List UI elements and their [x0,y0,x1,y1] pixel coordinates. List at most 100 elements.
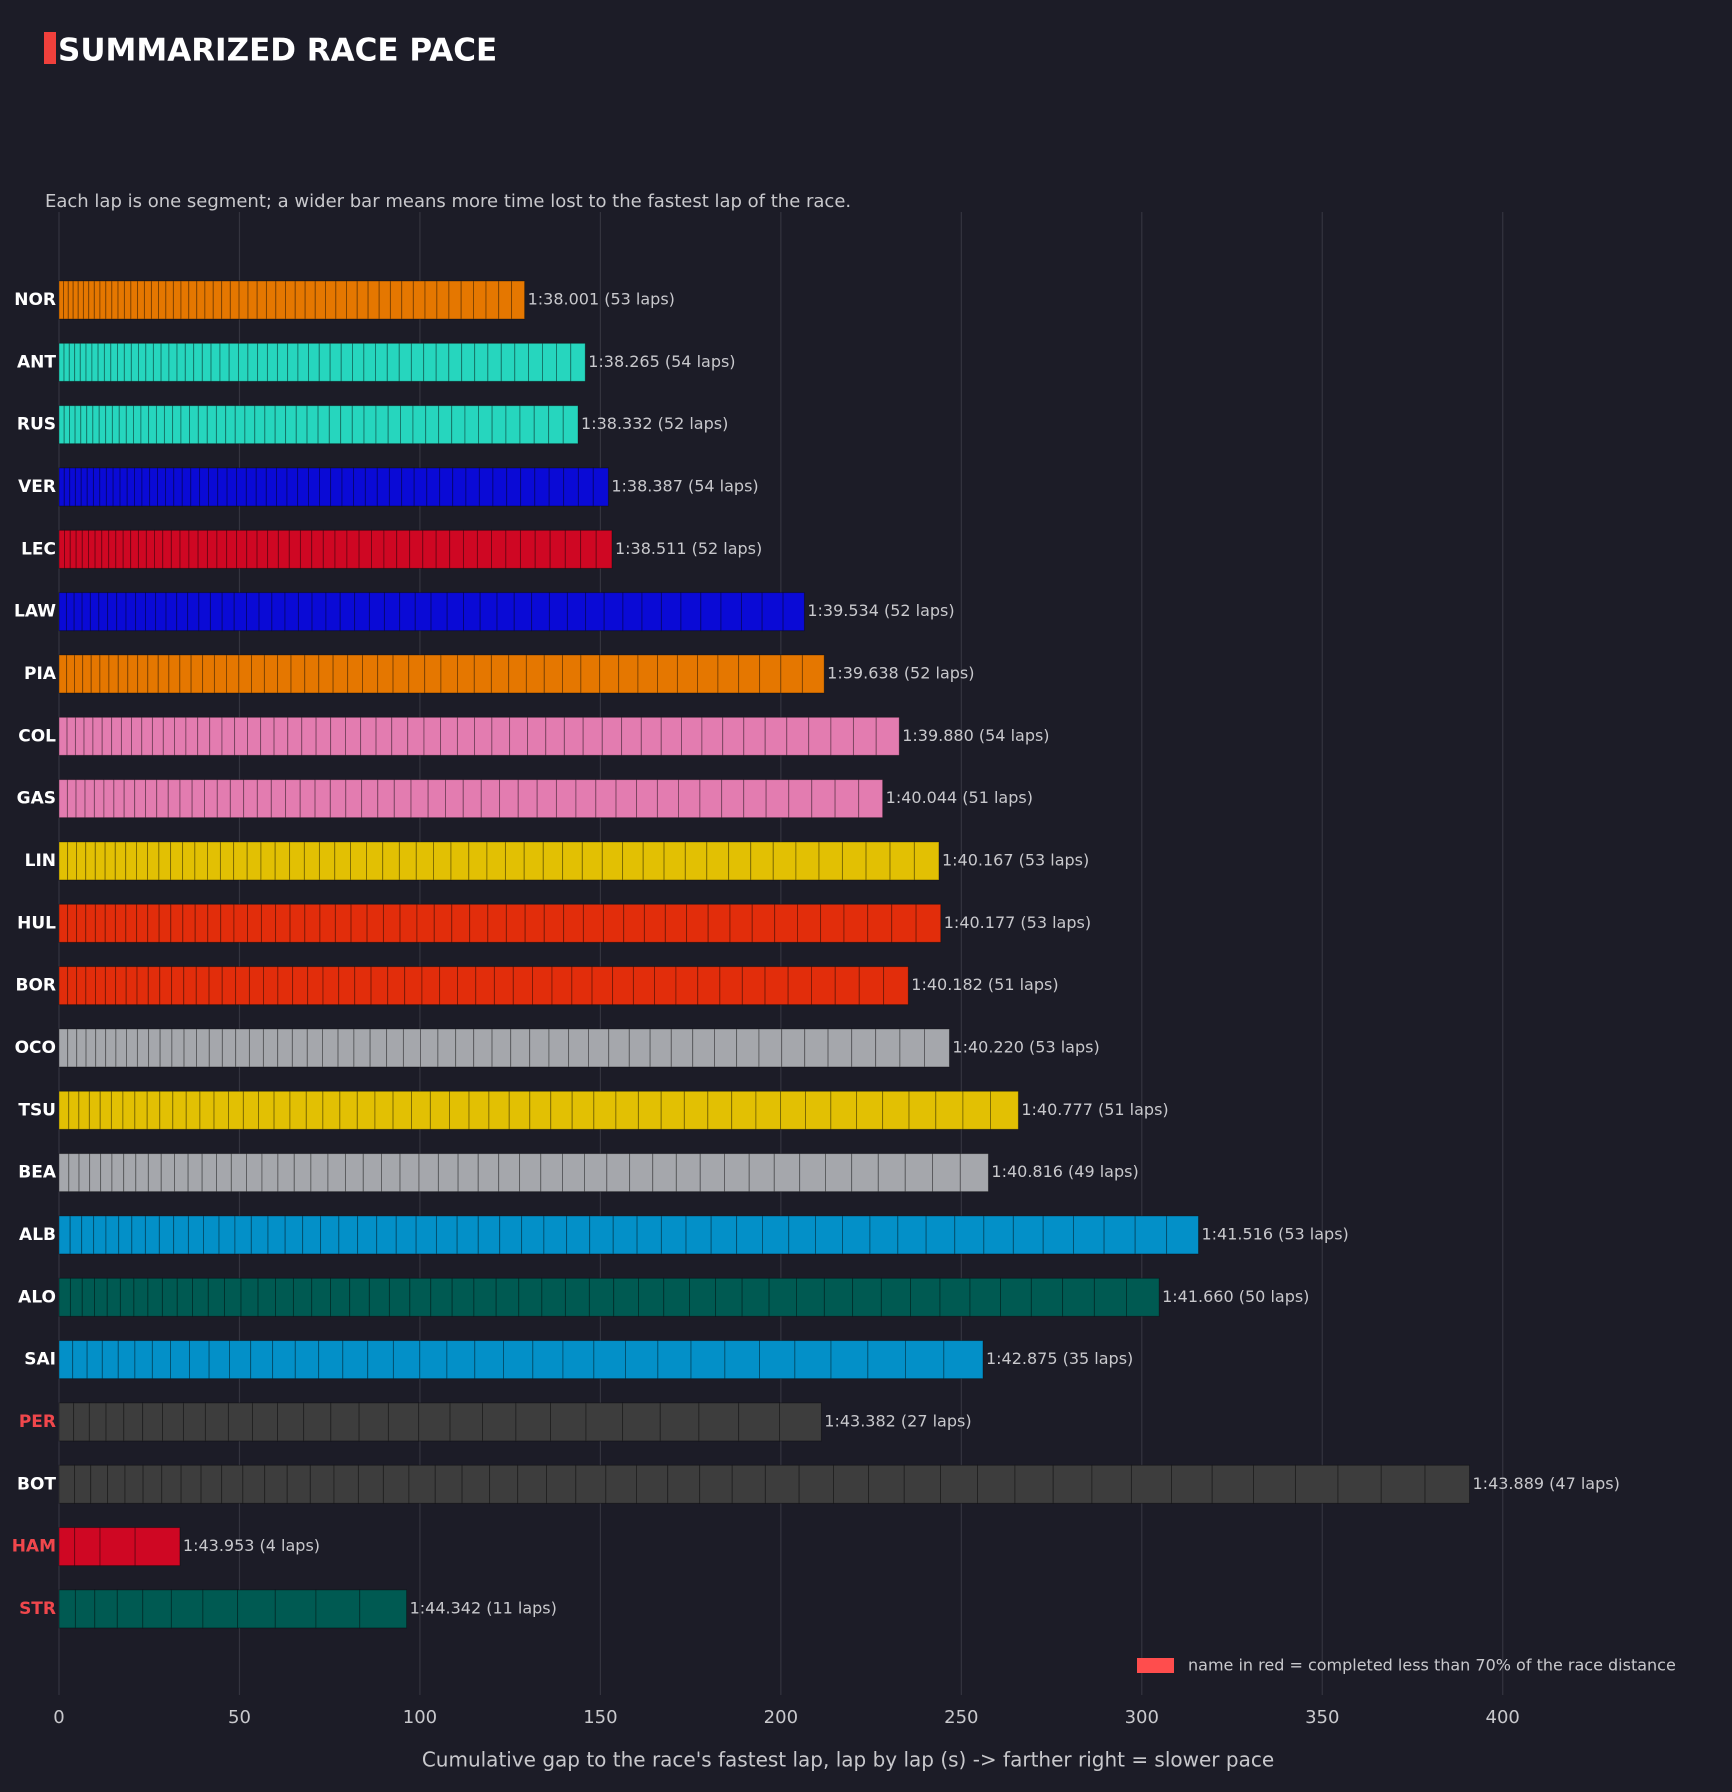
lap-segment [110,1090,124,1130]
lap-segment [126,467,135,507]
driver-label-lec: LEC [21,539,56,559]
lap-segment [80,405,88,445]
lap-segment [157,654,170,694]
lap-segment [580,529,597,569]
lap-segment [304,280,316,320]
lap-segment [104,841,116,881]
lap-segment [563,716,584,756]
lap-segment [764,966,789,1006]
lap-segment [248,966,264,1006]
lap-segment [304,903,321,943]
lap-segment [398,841,417,881]
lap-segment [550,1402,587,1442]
lap-segment [764,1464,800,1504]
lap-segment [815,1215,843,1255]
lap-segment [740,592,763,632]
lap-segment [663,841,686,881]
lap-segment [250,1340,274,1380]
value-label-rus: 1:38.332 (52 laps) [581,414,728,433]
bar-lin [58,841,940,881]
lap-segment [266,342,278,382]
lap-segment [1052,1464,1093,1504]
lap-segment [273,1090,291,1130]
lap-segment [227,1402,253,1442]
lap-segment [137,280,145,320]
lap-segment [196,1028,210,1068]
lap-segment [622,592,643,632]
lap-segment [271,592,286,632]
lap-segment [74,654,84,694]
lap-segment [136,903,149,943]
lap-segment [160,1153,175,1193]
lap-segment [143,280,152,320]
lap-segment [104,966,117,1006]
lap-segment [174,716,187,756]
lap-segment [551,966,573,1006]
lap-segment [58,1527,76,1567]
lap-segment [649,1028,672,1068]
lap-segment [550,1090,573,1130]
lap-segment [155,405,165,445]
lap-segment [683,1090,709,1130]
lap-segment [293,1153,312,1193]
chart-title: SUMMARIZED RACE PACE [58,33,497,69]
lap-segment [680,716,703,756]
lap-segment [248,1028,264,1068]
lap-segment [107,592,118,632]
lap-segment [105,405,113,445]
lap-segment [297,342,309,382]
lap-segment [841,841,867,881]
lap-segment [564,529,582,569]
lap-segment [318,342,331,382]
lap-segment [118,1215,133,1255]
lap-segment [122,529,132,569]
lap-segment [95,1028,107,1068]
lap-segment [434,1464,463,1504]
lap-segment [337,1028,355,1068]
value-label-per: 1:43.382 (27 laps) [824,1411,971,1430]
lap-segment [330,1402,360,1442]
lap-segment [108,529,117,569]
lap-segment [315,1589,361,1629]
lap-segment [108,654,119,694]
lap-segment [256,779,272,819]
lap-segment [392,1340,421,1380]
lap-segment [58,592,67,632]
lap-segment [582,903,604,943]
lap-segment [613,1277,639,1317]
lap-segment [602,903,625,943]
lap-segment [305,1090,324,1130]
lap-segment [78,1153,91,1193]
lap-segment [612,1215,638,1255]
lap-segment [297,467,309,507]
lap-segment [1014,1464,1054,1504]
lap-segment [258,1090,275,1130]
lap-segment [92,716,103,756]
lap-segment [225,405,236,445]
lap-segment [58,467,65,507]
lap-segment [910,1277,941,1317]
lap-segment [692,1028,715,1068]
lap-segment [595,779,617,819]
lap-segment [363,342,376,382]
lap-segment [622,1402,661,1442]
bar-law [58,592,805,632]
lap-segment [58,1153,70,1193]
lap-segment [915,903,942,943]
lap-segment [729,903,753,943]
lap-segment [568,1028,589,1068]
lap-segment [89,1153,102,1193]
lap-segment [85,841,96,881]
lap-segment [127,654,139,694]
lap-segment [903,1464,941,1504]
lap-segment [275,280,286,320]
lap-segment [79,342,87,382]
lap-segment [221,716,236,756]
lap-segment [334,903,352,943]
lap-segment [277,966,294,1006]
lap-segment [656,779,679,819]
lap-segment [675,966,699,1006]
lap-segment [179,529,190,569]
lap-segment [68,1090,80,1130]
